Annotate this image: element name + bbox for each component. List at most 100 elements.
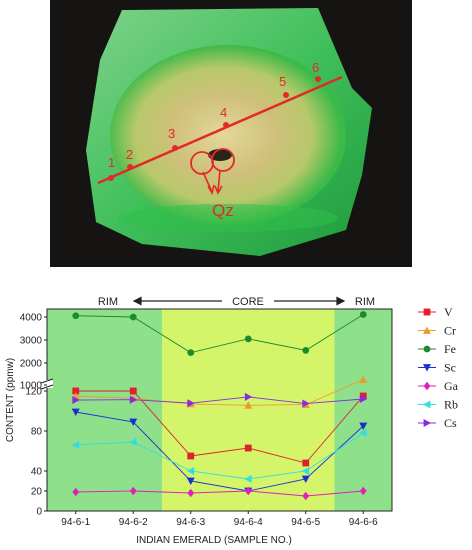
data-point-fe — [244, 335, 252, 343]
x-tick-label: 94-6-2 — [119, 517, 148, 528]
y-tick-label: 0 — [36, 507, 42, 518]
data-point-rb — [301, 467, 310, 475]
y-tick-label: 80 — [31, 427, 43, 438]
data-point-cr — [359, 375, 368, 383]
point-label-1: 1 — [108, 155, 115, 170]
data-point-fe — [302, 346, 310, 354]
data-point-sc — [186, 477, 195, 485]
x-axis-title: INDIAN EMERALD (SAMPLE NO.) — [136, 535, 292, 546]
data-point-ga — [187, 488, 195, 498]
legend-entry-fe: Fe — [418, 342, 456, 356]
data-point-fe — [72, 312, 80, 320]
measurement-points — [108, 76, 321, 181]
data-point-v — [359, 392, 367, 400]
legend-entry-rb: Rb — [418, 398, 458, 412]
y-tick-label: 20 — [31, 487, 43, 498]
legend-label-fe: Fe — [444, 342, 456, 356]
y-axis-title: CONTENT (ppmw) — [5, 358, 16, 442]
legend-entry-ga: Ga — [418, 379, 459, 393]
data-point-cs — [72, 396, 80, 405]
x-tick-label: 94-6-6 — [349, 517, 378, 528]
y-tick-label: 2000 — [20, 359, 43, 370]
data-point-cs — [359, 395, 368, 403]
y-tick-label: 120 — [25, 387, 42, 398]
x-tick-label: 94-6-5 — [291, 517, 320, 528]
axis-break-gap — [41, 380, 53, 388]
y-tick-label: 3000 — [20, 336, 43, 347]
series-line-ga — [75, 490, 364, 497]
data-point-ga — [302, 491, 310, 501]
data-point-cs — [129, 395, 138, 404]
series-v — [72, 387, 367, 467]
axis-break-mark — [40, 384, 54, 390]
series-line-rb — [75, 432, 364, 480]
series-line-v — [75, 390, 364, 464]
series-cs — [72, 392, 368, 408]
legend-label-v: V — [444, 305, 453, 319]
legend-label-cs: Cs — [444, 416, 457, 430]
data-point-fe — [129, 313, 137, 321]
legend-label-ga: Ga — [444, 379, 459, 393]
rim-region-right — [334, 309, 392, 511]
data-point-cs — [244, 392, 253, 401]
y-tick-label: 40 — [31, 467, 43, 478]
data-point-fe — [187, 349, 195, 357]
legend-entry-v: V — [418, 305, 453, 319]
point-label-5: 5 — [279, 74, 286, 89]
x-tick-label: 94-6-1 — [61, 517, 90, 528]
series-line-cs — [75, 396, 364, 405]
legend-marker-ga — [423, 381, 431, 391]
data-point-rb — [186, 467, 195, 475]
region-label-rim-left: RIM — [98, 296, 118, 308]
data-point-ga — [359, 486, 367, 496]
data-point-cs — [187, 399, 195, 408]
y-tick-label: 4000 — [20, 313, 43, 324]
data-point-sc — [359, 422, 368, 430]
legend-label-sc: Sc — [444, 361, 456, 375]
legend-marker-fe — [423, 345, 431, 353]
rim-region-left — [47, 309, 162, 511]
data-point-sc — [301, 475, 310, 483]
series-line-fe — [75, 314, 364, 354]
data-point-v — [244, 444, 252, 452]
legend-entry-cr: Cr — [418, 324, 456, 338]
legend-entry-cs: Cs — [418, 416, 457, 430]
data-point-rb — [71, 441, 80, 449]
plot-frame — [46, 308, 393, 512]
data-point-cr — [244, 401, 253, 409]
data-point-v — [72, 387, 80, 395]
point-label-6: 6 — [312, 60, 319, 75]
data-point-sc — [71, 408, 80, 416]
data-point-sc — [129, 418, 138, 426]
legend-label-rb: Rb — [444, 398, 458, 412]
axis-break-mark — [40, 378, 54, 384]
point-label-2: 2 — [126, 147, 133, 162]
series-ga — [72, 486, 367, 501]
point-label-4: 4 — [220, 105, 227, 120]
data-point-ga — [72, 487, 80, 497]
data-point-v — [129, 387, 137, 395]
data-point-ga — [244, 486, 252, 496]
y-tick-label: 1000 — [20, 381, 43, 392]
series-line-sc — [75, 411, 364, 492]
series-fe — [72, 311, 367, 357]
qz-label: Qz — [212, 201, 234, 220]
data-point-cs — [302, 399, 310, 408]
data-point-v — [187, 452, 195, 460]
legend-marker-cr — [423, 326, 431, 334]
legend-marker-cs — [423, 419, 431, 427]
data-point-fe — [359, 311, 367, 318]
x-tick-label: 94-6-4 — [234, 517, 263, 528]
point-label-3: 3 — [168, 126, 175, 141]
region-label-core: CORE — [232, 296, 264, 308]
region-label-rim-right: RIM — [355, 296, 375, 308]
data-point-v — [302, 459, 310, 467]
data-point-ga — [129, 486, 137, 496]
legend-marker-v — [423, 308, 431, 316]
data-point-rb — [129, 438, 137, 446]
region-arrows — [132, 296, 346, 306]
x-tick-label: 94-6-3 — [176, 517, 205, 528]
series-line-cr — [75, 379, 364, 406]
data-point-rb — [244, 475, 252, 483]
